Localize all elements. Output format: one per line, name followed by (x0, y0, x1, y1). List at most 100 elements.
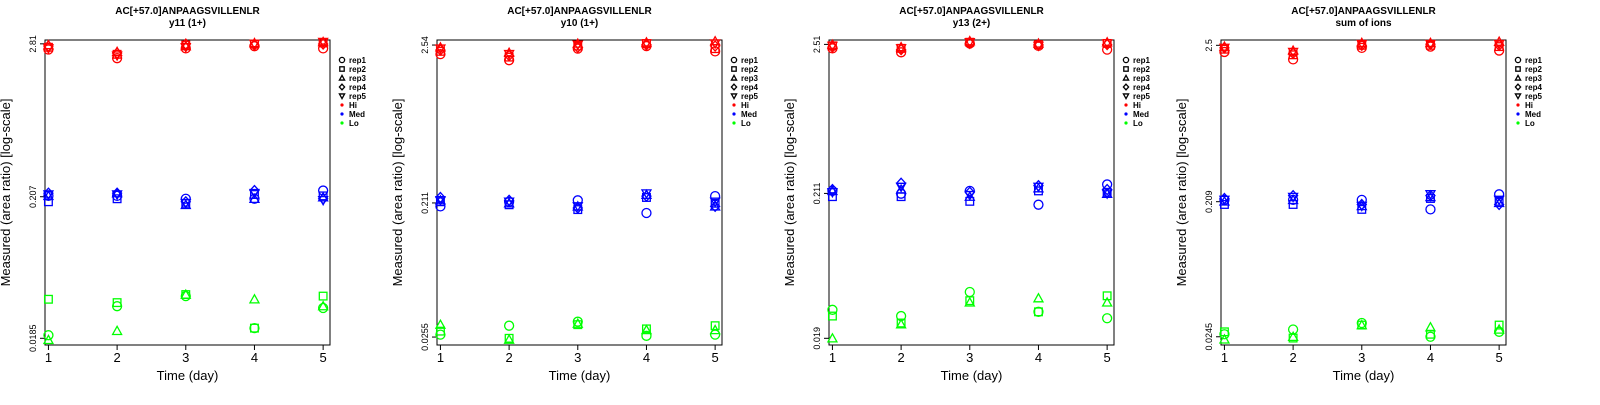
data-point-med-rep3 (111, 187, 123, 198)
data-point-med-rep5 (434, 196, 447, 207)
data-point-lo-rep3 (640, 324, 653, 335)
legend-item: Med (732, 110, 757, 119)
series-hi (434, 35, 721, 66)
data-point-med-rep5 (826, 188, 839, 199)
data-point-lo-rep3 (317, 300, 329, 311)
data-point-med-rep1 (317, 185, 329, 196)
data-point-lo-rep1 (641, 330, 652, 341)
data-point-med-rep5 (42, 190, 55, 201)
data-point-med-rep4 (827, 183, 838, 196)
data-point-med-rep1 (1356, 194, 1367, 206)
data-point-lo-rep1 (1101, 313, 1113, 324)
data-point-med-rep5 (1101, 189, 1113, 200)
data-point-lo-rep1 (43, 330, 54, 341)
legend-symbol (1122, 74, 1130, 81)
y-tick-label: 2.81 (28, 35, 38, 53)
legend-symbol (730, 56, 738, 64)
legend-item: rep1 (1514, 56, 1542, 65)
data-point-lo-rep3 (1032, 292, 1045, 303)
x-tick-label: 3 (182, 350, 189, 365)
x-tick-label: 1 (437, 350, 444, 365)
series-hi (42, 36, 329, 64)
data-point-med-rep5 (1032, 182, 1045, 193)
data-point-hi-rep5 (895, 44, 907, 55)
data-point-hi-rep5 (709, 39, 721, 50)
data-point-lo-rep3 (1493, 323, 1505, 334)
data-point-med-rep3 (895, 183, 907, 194)
legend-item: rep5 (338, 92, 366, 101)
plot-frame (1220, 39, 1507, 346)
data-point-lo-rep3 (180, 288, 192, 299)
data-point-hi-rep1 (1356, 42, 1367, 54)
legend-item: rep1 (730, 56, 758, 65)
legend-label: rep3 (349, 74, 366, 83)
data-point-med-rep5 (1493, 195, 1505, 206)
data-point-hi-rep1 (1493, 45, 1505, 56)
x-tick-label: 4 (1035, 350, 1042, 365)
data-point-med-rep1 (641, 207, 652, 219)
legend-label: rep4 (1525, 83, 1542, 92)
series-hi (826, 35, 1113, 58)
legend-item: Hi (1124, 101, 1141, 110)
data-point-hi-rep5 (503, 49, 515, 61)
data-point-med-rep1 (1425, 204, 1436, 215)
x-tick-label: 5 (1496, 350, 1503, 365)
legend-item: rep3 (730, 74, 758, 83)
legend-item: Lo (1516, 119, 1535, 128)
series-lo (434, 316, 721, 344)
legend-symbol (1124, 103, 1128, 107)
legend-label: Hi (1525, 101, 1533, 110)
data-point-lo-rep3 (42, 334, 55, 345)
legend-item: rep5 (1514, 92, 1542, 101)
data-point-hi-rep5 (248, 39, 261, 50)
x-tick-label: 1 (1221, 350, 1228, 365)
data-point-lo-rep1 (317, 302, 329, 314)
chart-subtitle: sum of ions (1335, 18, 1392, 29)
legend-item: Med (1124, 110, 1149, 119)
data-point-lo-rep3 (895, 318, 907, 329)
x-tick-label: 3 (1358, 350, 1365, 365)
series-med (1218, 189, 1505, 215)
data-point-lo-rep1 (827, 304, 838, 315)
legend-label: rep5 (1133, 92, 1150, 101)
data-point-hi-rep3 (709, 35, 721, 46)
legend-label: Med (349, 110, 365, 119)
y-tick-label: 0.0255 (420, 323, 430, 351)
legend-symbol (1122, 83, 1130, 91)
x-tick-label: 3 (574, 350, 581, 365)
x-tick-label: 4 (251, 350, 258, 365)
legend-item: rep5 (730, 92, 758, 101)
data-point-hi-rep1 (1101, 44, 1113, 55)
legend-label: rep3 (1133, 74, 1150, 83)
data-point-med-rep4 (641, 190, 652, 203)
legend-symbol (1516, 121, 1520, 125)
y-tick-label: 0.211 (420, 192, 430, 214)
legend-label: Lo (1133, 119, 1143, 128)
data-point-hi-rep5 (317, 37, 329, 48)
data-point-lo-rep3 (434, 318, 447, 329)
legend-symbol (732, 121, 736, 125)
data-point-hi-rep3 (572, 37, 584, 48)
legend-label: Med (1525, 110, 1541, 119)
data-point-lo-rep1 (572, 316, 583, 327)
series-lo (826, 286, 1113, 343)
data-point-med-rep5 (1424, 190, 1437, 201)
data-point-hi-rep5 (1424, 39, 1437, 50)
data-point-lo-rep1 (964, 286, 975, 298)
data-point-med-rep5 (317, 195, 329, 207)
data-point-lo-rep1 (1425, 331, 1436, 342)
data-point-lo-rep2 (827, 311, 837, 321)
legend-item: rep4 (1122, 83, 1150, 92)
data-point-med-rep4 (1101, 183, 1113, 196)
legend-label: rep5 (349, 92, 366, 101)
legend-item: Lo (1124, 119, 1143, 128)
data-point-hi-rep5 (42, 44, 55, 55)
x-tick-label: 2 (113, 350, 120, 365)
data-point-med-rep2 (112, 194, 122, 204)
legend-label: rep1 (1133, 56, 1150, 65)
legend-symbol (339, 66, 345, 72)
legend-symbol (1515, 66, 1521, 72)
legend-symbol (338, 93, 346, 100)
